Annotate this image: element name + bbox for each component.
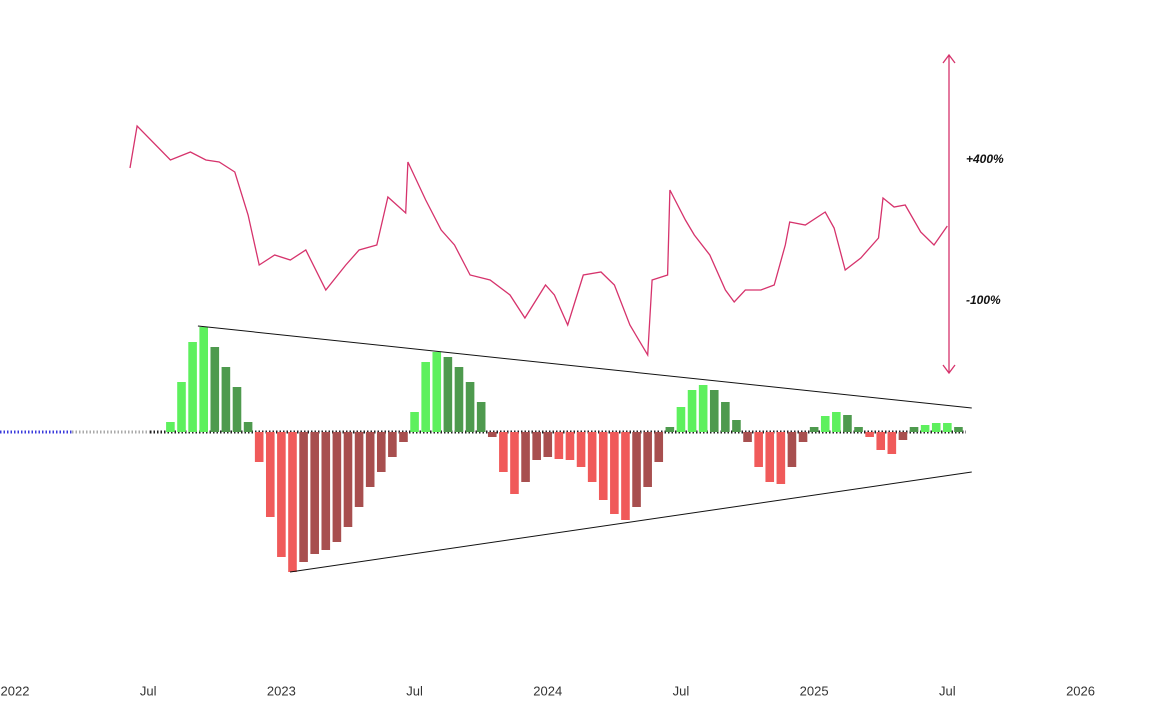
histogram-bar <box>876 432 886 450</box>
histogram-bar <box>721 402 730 432</box>
histogram-bar <box>776 432 786 484</box>
x-tick-label: 2025 <box>800 683 829 698</box>
histogram-bar <box>399 432 408 442</box>
x-tick-label: Jul <box>406 683 423 698</box>
annotation: -100% <box>966 293 1001 307</box>
histogram-bar <box>365 432 375 487</box>
histogram-bar <box>299 432 308 562</box>
histogram-bar <box>809 427 819 432</box>
histogram-bar <box>909 427 919 432</box>
histogram-bar <box>265 432 275 517</box>
histogram-bar <box>232 387 242 432</box>
histogram-bar <box>832 412 841 432</box>
histogram-bar <box>343 432 353 527</box>
x-tick-label: 2026 <box>1066 683 1095 698</box>
price-line <box>129 124 948 358</box>
x-tick-label: Jul <box>939 683 956 698</box>
histogram-bar <box>632 432 641 507</box>
histogram-bar <box>321 432 331 550</box>
histogram-bar <box>199 327 208 432</box>
x-tick-label: Jul <box>140 683 157 698</box>
histogram-bar <box>931 423 941 432</box>
histogram-bar <box>765 432 775 482</box>
histogram-bar <box>543 432 553 457</box>
histogram-bar <box>177 382 186 432</box>
histogram-bar <box>476 402 486 432</box>
x-tick-label: 2024 <box>533 683 562 698</box>
histogram-bar <box>487 432 497 437</box>
histogram-bar <box>787 432 797 467</box>
histogram-bar <box>465 382 475 432</box>
histogram-bar <box>576 432 586 467</box>
histogram-bar <box>587 432 597 482</box>
histogram-bar <box>798 432 808 442</box>
histogram-bar <box>499 432 508 472</box>
histogram-bar <box>598 432 608 500</box>
histogram-bar <box>354 432 364 507</box>
histogram-bar <box>532 432 541 460</box>
histogram-bar <box>665 427 675 432</box>
histogram-bar <box>920 425 930 432</box>
histogram-bar <box>676 407 686 432</box>
histogram-bar <box>643 432 652 487</box>
histogram-bar <box>288 432 297 572</box>
histogram-bar <box>188 342 197 432</box>
histogram-bar <box>443 357 453 432</box>
histogram-bar <box>610 432 619 514</box>
histogram-bar <box>732 420 741 432</box>
histogram-bar <box>454 367 464 432</box>
histogram-bar <box>510 432 519 494</box>
range-arrow <box>942 53 956 375</box>
histogram-bar <box>554 432 564 459</box>
histogram-bar <box>754 432 763 467</box>
histogram-bar <box>166 422 175 432</box>
histogram-bar <box>432 352 442 432</box>
histogram-bar <box>743 432 752 442</box>
histogram-bar <box>210 347 220 432</box>
trend-line <box>289 471 972 573</box>
histogram-bar <box>277 432 286 557</box>
histogram-bar <box>687 390 697 432</box>
trend-line <box>197 325 972 409</box>
histogram-bar <box>410 412 419 432</box>
x-tick-label: 2022 <box>1 683 30 698</box>
histogram-bar <box>898 432 908 440</box>
histogram-bar <box>621 432 630 520</box>
annotation: +400% <box>966 152 1004 166</box>
histogram-bar <box>843 415 852 432</box>
histogram-bar <box>310 432 319 554</box>
histogram-bar <box>254 432 264 462</box>
histogram-bar <box>565 432 575 460</box>
histogram-bar <box>820 416 830 432</box>
histogram-bar <box>954 427 963 432</box>
x-tick-label: 2023 <box>267 683 296 698</box>
histogram-bar <box>854 427 863 432</box>
histogram-bar <box>421 362 430 432</box>
x-tick-label: Jul <box>673 683 690 698</box>
histogram-bar <box>943 423 952 432</box>
histogram-bar <box>376 432 386 472</box>
histogram-bar <box>243 422 253 432</box>
histogram-bar <box>887 432 897 454</box>
histogram-bar <box>698 385 708 432</box>
histogram-bar <box>865 432 874 437</box>
histogram-bar <box>709 390 719 432</box>
histogram-bar <box>388 432 397 457</box>
histogram-bar <box>221 367 231 432</box>
histogram-bar <box>521 432 530 482</box>
histogram-bar <box>332 432 342 542</box>
histogram-bar <box>654 432 664 462</box>
